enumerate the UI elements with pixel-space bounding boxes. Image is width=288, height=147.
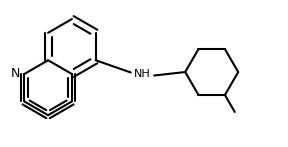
Text: N: N [11, 67, 20, 81]
Text: NH: NH [134, 69, 151, 79]
